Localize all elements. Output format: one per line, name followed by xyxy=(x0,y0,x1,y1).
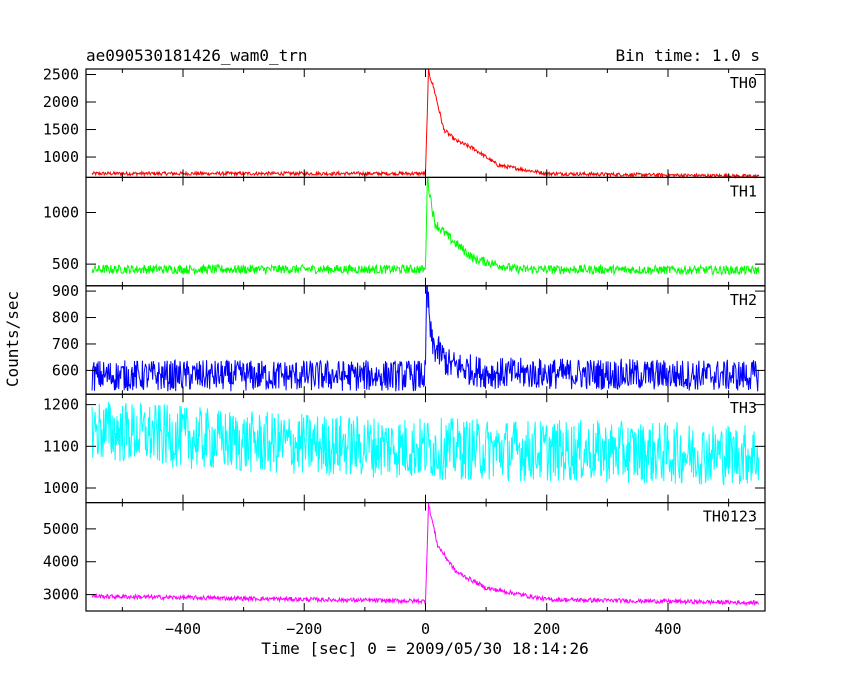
y-tick-label: 900 xyxy=(52,282,79,300)
y-axis-label: Counts/sec xyxy=(3,291,22,387)
x-tick-label: 400 xyxy=(654,620,681,638)
x-axis: −400 −200 0 200 400 xyxy=(165,620,682,638)
series-line-th2 xyxy=(91,285,759,392)
y-tick-label: 2000 xyxy=(43,93,79,111)
panel-label-th1: TH1 xyxy=(730,182,757,200)
y-tick-label: 1100 xyxy=(43,437,79,455)
panel-label-th3: TH3 xyxy=(730,399,757,417)
y-tick-label: 3000 xyxy=(43,586,79,604)
y-tick-label: 1200 xyxy=(43,396,79,414)
series-line-th1 xyxy=(91,177,760,276)
y-tick-label: 600 xyxy=(52,361,79,379)
x-tick-label: 0 xyxy=(421,620,430,638)
x-axis-label: Time [sec] 0 = 2009/05/30 18:14:26 xyxy=(261,639,589,658)
y-tick-label: 2500 xyxy=(43,66,79,84)
y-tick-label: 1500 xyxy=(43,121,79,139)
y-tick-label: 800 xyxy=(52,309,79,327)
y-tick-label: 4000 xyxy=(43,553,79,571)
y-tick-label: 1000 xyxy=(43,148,79,166)
panel-label-th0: TH0 xyxy=(730,74,757,92)
y-tick-label: 5000 xyxy=(43,520,79,538)
x-tick-label: 200 xyxy=(533,620,560,638)
y-tick-label: 1000 xyxy=(43,204,79,222)
panels-group: TH0 1000 1500 2000 2500 TH1 500 1000 TH2 600 700 80… xyxy=(43,66,766,612)
x-tick-label: −400 xyxy=(165,620,201,638)
y-tick-label: 1000 xyxy=(43,479,79,497)
x-tick-label: −200 xyxy=(286,620,322,638)
panel-label-th2: TH2 xyxy=(730,291,757,309)
series-line-th3 xyxy=(91,401,760,486)
series-line-th0 xyxy=(91,68,760,180)
series-line-th0123 xyxy=(91,503,759,607)
y-tick-label: 500 xyxy=(52,255,79,273)
bin-time-label: Bin time: 1.0 s xyxy=(616,46,761,65)
y-tick-label: 700 xyxy=(52,335,79,353)
panel-label-th0123: TH0123 xyxy=(703,508,757,526)
chart-title: ae090530181426_wam0_trn xyxy=(86,46,308,65)
